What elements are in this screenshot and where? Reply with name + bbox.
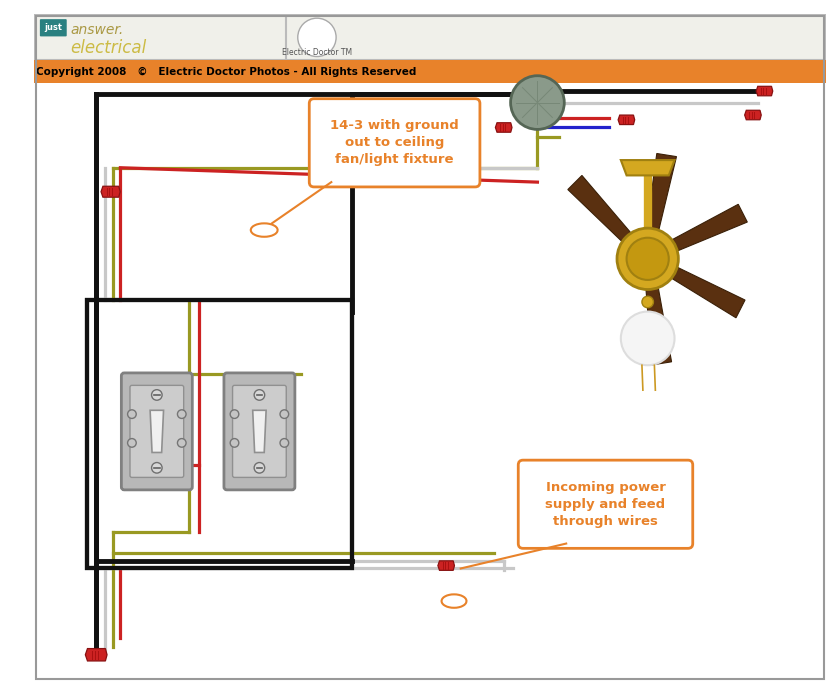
FancyBboxPatch shape	[518, 460, 693, 548]
Circle shape	[642, 296, 653, 308]
Text: 14-3 with ground
out to ceiling
fan/light fixture: 14-3 with ground out to ceiling fan/ligh…	[330, 120, 459, 166]
Polygon shape	[567, 175, 637, 248]
Polygon shape	[664, 204, 748, 254]
Polygon shape	[664, 263, 745, 318]
FancyBboxPatch shape	[34, 15, 826, 60]
Circle shape	[178, 439, 186, 447]
Polygon shape	[745, 111, 762, 120]
Circle shape	[510, 76, 564, 129]
Text: Electric Doctor TM: Electric Doctor TM	[282, 48, 352, 57]
Polygon shape	[438, 561, 454, 571]
Circle shape	[254, 463, 264, 473]
FancyBboxPatch shape	[233, 385, 287, 477]
Circle shape	[230, 410, 239, 418]
Circle shape	[617, 228, 678, 290]
Text: Incoming power
supply and feed
through wires: Incoming power supply and feed through w…	[545, 481, 666, 528]
FancyBboxPatch shape	[40, 19, 67, 36]
Circle shape	[280, 410, 288, 418]
FancyBboxPatch shape	[34, 60, 826, 83]
Circle shape	[127, 439, 136, 447]
Polygon shape	[101, 186, 120, 197]
Polygon shape	[645, 279, 672, 365]
Polygon shape	[253, 410, 266, 452]
Polygon shape	[621, 160, 675, 175]
Circle shape	[151, 463, 162, 473]
Circle shape	[297, 18, 336, 56]
Circle shape	[151, 390, 162, 400]
Circle shape	[627, 238, 669, 280]
Circle shape	[280, 439, 288, 447]
FancyBboxPatch shape	[309, 99, 480, 187]
Circle shape	[178, 410, 186, 418]
Circle shape	[230, 439, 239, 447]
Polygon shape	[756, 86, 773, 96]
Circle shape	[621, 311, 675, 366]
Circle shape	[254, 390, 264, 400]
Polygon shape	[618, 115, 634, 124]
Text: Copyright 2008   ©   Electric Doctor Photos - All Rights Reserved: Copyright 2008 © Electric Doctor Photos …	[36, 67, 416, 77]
Polygon shape	[85, 648, 107, 661]
FancyBboxPatch shape	[130, 385, 183, 477]
FancyBboxPatch shape	[224, 373, 295, 490]
FancyBboxPatch shape	[87, 300, 353, 569]
Text: just: just	[45, 23, 62, 32]
Circle shape	[127, 410, 136, 418]
Text: answer.: answer.	[70, 23, 124, 37]
Polygon shape	[150, 410, 164, 452]
Text: electrical: electrical	[70, 39, 147, 57]
FancyBboxPatch shape	[121, 373, 192, 490]
Polygon shape	[645, 154, 676, 239]
Polygon shape	[496, 123, 512, 132]
